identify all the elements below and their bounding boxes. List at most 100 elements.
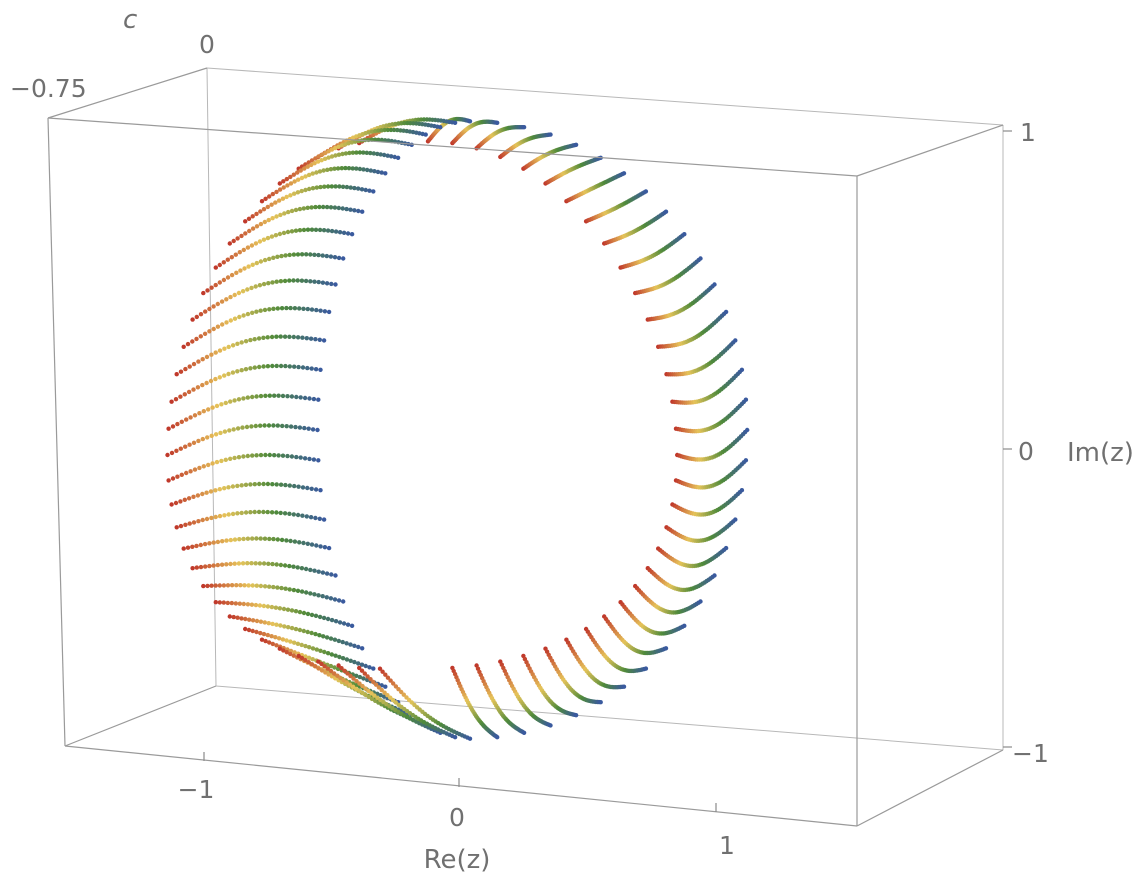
trajectory-point [339, 666, 344, 671]
trajectory-point [292, 650, 297, 655]
trajectory-point [249, 243, 255, 248]
trajectory-point [325, 167, 330, 172]
trajectory-point [183, 444, 188, 449]
trajectory-point [336, 638, 341, 644]
trajectory-point [208, 489, 214, 494]
trajectory-point [278, 623, 283, 628]
trajectory-point [284, 538, 289, 543]
trajectory-point [310, 657, 315, 662]
trajectory-point [235, 369, 240, 374]
trajectory-point [207, 329, 212, 334]
trajectory-point [219, 458, 224, 464]
trajectory-point [368, 168, 373, 173]
trajectory-point [302, 395, 308, 401]
trajectory-point [224, 538, 229, 543]
trajectory-point [376, 137, 381, 142]
trajectory-point [307, 456, 312, 462]
trajectory-point [196, 438, 201, 444]
trajectory-point [282, 511, 288, 516]
trajectory-point [305, 365, 310, 371]
trajectory-point [307, 645, 312, 650]
trajectory-point [329, 617, 335, 623]
trajectory-point [187, 521, 192, 526]
trajectory-point [259, 199, 265, 204]
trajectory-point [284, 305, 289, 311]
trajectory-point [274, 510, 279, 515]
trajectory-point [232, 561, 237, 566]
trajectory-point [300, 365, 306, 370]
trajectory-point [383, 684, 388, 689]
trajectory-point [313, 631, 318, 637]
trajectory-point [237, 537, 242, 542]
trajectory-point [278, 334, 283, 339]
trajectory-point [245, 453, 250, 459]
trajectory-point [240, 289, 246, 294]
trajectory-point [192, 413, 198, 418]
trajectory-point [269, 634, 274, 639]
trajectory [166, 393, 321, 431]
trajectory-point [308, 515, 314, 520]
trajectory-point [303, 174, 308, 179]
trajectory-point [339, 143, 345, 148]
trajectory-point [302, 456, 308, 461]
trajectory-point [295, 588, 301, 593]
trajectory-point [297, 609, 303, 615]
trajectory-point [261, 207, 267, 212]
trajectory-point [219, 562, 225, 567]
trajectory-point [222, 513, 227, 518]
trajectory-point [282, 334, 288, 339]
trajectory-point [333, 153, 338, 158]
trajectory-point [663, 646, 669, 651]
trajectory-point [275, 254, 280, 259]
trajectory-point [309, 162, 314, 168]
trajectory-point [270, 621, 275, 627]
trajectory-point [401, 128, 406, 133]
trajectory-point [265, 481, 271, 487]
trajectory-point [305, 485, 310, 491]
trajectory-point [205, 435, 210, 440]
trajectory-point [222, 486, 227, 491]
trajectory-point [259, 637, 265, 642]
trajectory-point [261, 631, 267, 637]
trajectory-point [243, 219, 248, 224]
trajectory [181, 536, 332, 551]
trajectory-point [173, 500, 179, 506]
trajectory-point [211, 540, 216, 545]
trajectory-point [306, 655, 312, 660]
trajectory-point [350, 150, 356, 155]
im-tick-minus1: −1 [1012, 739, 1049, 768]
trajectory-point [303, 278, 309, 284]
trajectory-point [243, 231, 248, 236]
trajectory-point [191, 361, 197, 367]
trajectory-point [257, 481, 262, 487]
trajectory-point [179, 419, 184, 424]
trajectory-point [279, 306, 285, 311]
trajectory-point [273, 200, 278, 205]
trajectory-point [269, 234, 275, 239]
trajectory [174, 509, 327, 530]
trajectory-point [343, 165, 348, 171]
trajectory-point [245, 287, 250, 292]
trajectory-point [237, 314, 242, 320]
trajectory-point [288, 181, 294, 186]
trajectory-point [295, 565, 300, 570]
trajectory-point [239, 510, 244, 516]
trajectory-point [308, 591, 313, 596]
trajectory-point [312, 592, 317, 597]
trajectory-point [258, 536, 263, 541]
trajectory-point [194, 336, 199, 342]
trajectory-point [191, 387, 196, 392]
trajectory-point [295, 190, 301, 195]
trajectory-point [698, 256, 703, 261]
trajectory-point [292, 191, 297, 196]
trajectory-point [246, 216, 252, 221]
trajectory-point [278, 212, 283, 218]
trajectory-point [395, 155, 401, 160]
trajectory-point [265, 632, 270, 638]
trajectory-point [266, 621, 271, 626]
trajectory-point [202, 331, 208, 336]
trajectory-point [340, 151, 345, 157]
trajectory-point [323, 670, 328, 675]
trajectory-point [723, 309, 729, 315]
trajectory-point [329, 572, 334, 577]
